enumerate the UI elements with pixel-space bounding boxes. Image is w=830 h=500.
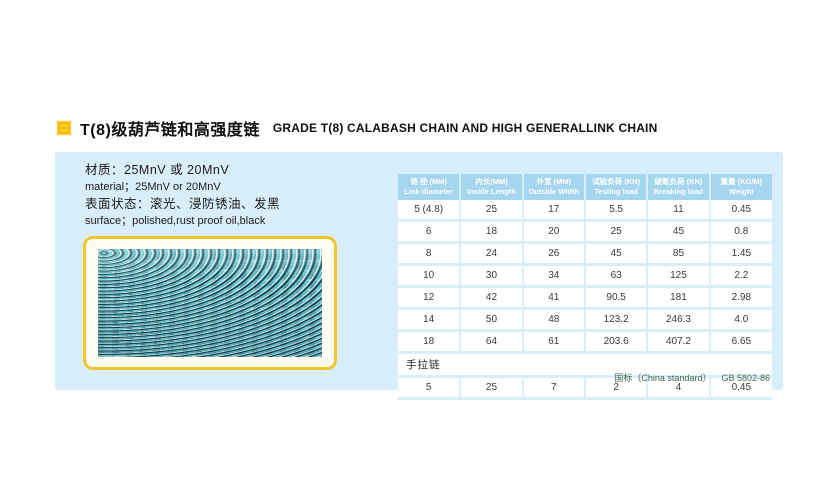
table-cell: 2 bbox=[584, 376, 649, 400]
table-cell: 30 bbox=[460, 264, 524, 288]
standard-note-label: 国标（China standard） bbox=[614, 373, 712, 383]
table-cell: 0.8 bbox=[709, 220, 772, 244]
page-title-en: GRADE T(8) CALABASH CHAIN AND HIGH GENER… bbox=[272, 121, 658, 135]
standard-note: 国标（China standard） GB 5802-86 bbox=[614, 371, 770, 384]
table-cell: 5 (4.8) bbox=[398, 199, 462, 222]
section-title: T(8)级葫芦链和高强度链 GRADE T(8) CALABASH CHAIN … bbox=[57, 116, 657, 140]
standard-note-code: GB 5802-86 bbox=[721, 373, 770, 383]
table-cell: 12 bbox=[398, 286, 462, 310]
content-panel: 材质：25MnV 或 20MnV material；25MnV or 20MnV… bbox=[55, 152, 783, 400]
column-header: 破断负荷 (KN) Breaking load bbox=[647, 174, 711, 200]
table-cell: 17 bbox=[522, 199, 586, 222]
table-cell: 63 bbox=[584, 264, 649, 288]
table-cell: 11 bbox=[647, 199, 711, 222]
material-line-zh: 材质：25MnV 或 20MnV bbox=[85, 163, 230, 177]
table-row: 8 24 26 45 85 1.45 bbox=[398, 242, 772, 266]
column-header: 重量 (KG/M) Weight bbox=[709, 174, 772, 200]
table-cell: 61 bbox=[522, 330, 586, 354]
table-cell: 48 bbox=[522, 308, 586, 332]
table-cell: 407.2 bbox=[647, 330, 711, 354]
photo-frame bbox=[83, 236, 337, 370]
table-cell: 5.5 bbox=[584, 199, 649, 222]
spec-text-block: 材质：25MnV 或 20MnV material；25MnV or 20MnV… bbox=[85, 162, 280, 230]
table-cell: 25 bbox=[460, 199, 524, 222]
table-cell: 10 bbox=[398, 264, 462, 288]
table-cell: 18 bbox=[460, 220, 524, 244]
table-row: 5 25 7 2 4 0.45 bbox=[398, 376, 772, 400]
table-cell: 2.98 bbox=[709, 286, 772, 310]
table-cell: 85 bbox=[647, 242, 711, 266]
page-title-zh: T(8)级葫芦链和高强度链 bbox=[80, 122, 260, 139]
table-cell: 34 bbox=[522, 264, 586, 288]
table-cell: 0.45 bbox=[709, 199, 772, 222]
table-cell: 246.3 bbox=[647, 308, 711, 332]
surface-line-zh: 表面状态：滚光、浸防锈油、发黑 bbox=[85, 197, 281, 211]
table-cell: 6.65 bbox=[709, 330, 772, 354]
table-cell: 4.0 bbox=[709, 308, 772, 332]
material-line-en: material；25MnV or 20MnV bbox=[85, 181, 221, 193]
chain-photo bbox=[98, 249, 322, 357]
spec-table-body: 5 (4.8) 25 17 5.5 11 0.45 6 18 20 25 45 0.8 8 24 26 45 8… bbox=[398, 199, 772, 400]
table-row: 10 30 34 63 125 2.2 bbox=[398, 264, 772, 288]
table-row: 12 42 41 90.5 181 2.98 bbox=[398, 286, 772, 310]
table-cell: 203.6 bbox=[584, 330, 649, 354]
table-cell: 20 bbox=[522, 220, 586, 244]
table-cell: 14 bbox=[398, 308, 462, 332]
table-cell: 50 bbox=[460, 308, 524, 332]
table-cell: 25 bbox=[584, 220, 649, 244]
table-cell: 5 bbox=[398, 376, 462, 400]
table-cell: 90.5 bbox=[584, 286, 649, 310]
table-cell: 125 bbox=[647, 264, 711, 288]
table-cell: 1.45 bbox=[709, 242, 772, 266]
table-cell: 64 bbox=[460, 330, 524, 354]
table-cell: 26 bbox=[522, 242, 586, 266]
table-section-row: 手拉链 bbox=[398, 352, 772, 378]
table-cell: 6 bbox=[398, 220, 462, 244]
column-header: 内长(MM) Inside Length bbox=[460, 174, 524, 200]
table-row: 14 50 48 123.2 246.3 4.0 bbox=[398, 308, 772, 332]
table-cell: 24 bbox=[460, 242, 524, 266]
table-row: 6 18 20 25 45 0.8 bbox=[398, 220, 772, 244]
table-cell: 8 bbox=[398, 242, 462, 266]
table-cell: 25 bbox=[460, 376, 524, 400]
table-cell: 7 bbox=[522, 376, 586, 400]
table-cell: 45 bbox=[647, 220, 711, 244]
surface-line-en: surface；polished,rust proof oil,black bbox=[85, 215, 266, 227]
spec-table-area: 链 径 (MM) Link diameter 内长(MM) Inside Length… bbox=[398, 174, 772, 400]
table-row: 18 64 61 203.6 407.2 6.65 bbox=[398, 330, 772, 354]
table-cell: 123.2 bbox=[584, 308, 649, 332]
table-cell: 2.2 bbox=[709, 264, 772, 288]
spec-table: 链 径 (MM) Link diameter 内长(MM) Inside Length… bbox=[398, 174, 772, 400]
column-header: 外宽 (MM) Outside Width bbox=[522, 174, 586, 200]
column-header: 链 径 (MM) Link diameter bbox=[398, 174, 462, 200]
table-cell: 4 bbox=[647, 376, 711, 400]
yellow-square-bullet-icon bbox=[57, 121, 71, 135]
table-cell: 0.45 bbox=[709, 376, 772, 400]
table-cell: 42 bbox=[460, 286, 524, 310]
table-row: 5 (4.8) 25 17 5.5 11 0.45 bbox=[398, 199, 772, 222]
table-cell: 181 bbox=[647, 286, 711, 310]
table-cell: 18 bbox=[398, 330, 462, 354]
column-header: 试验负荷 (KN) Testing load bbox=[584, 174, 649, 200]
table-section-label: 手拉链 bbox=[398, 352, 772, 378]
spec-table-head: 链 径 (MM) Link diameter 内长(MM) Inside Length… bbox=[398, 174, 772, 200]
table-cell: 41 bbox=[522, 286, 586, 310]
spec-table-header-row: 链 径 (MM) Link diameter 内长(MM) Inside Length… bbox=[398, 174, 772, 200]
table-cell: 45 bbox=[584, 242, 649, 266]
